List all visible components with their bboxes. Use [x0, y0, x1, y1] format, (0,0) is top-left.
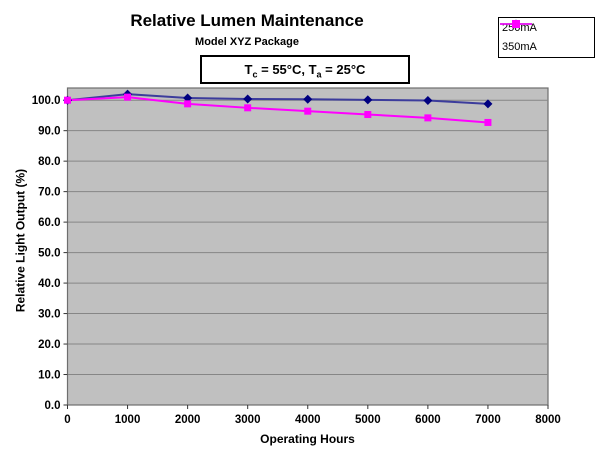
- series-line-250mA: [67, 93, 488, 105]
- data-point-250mA: [363, 95, 373, 105]
- data-point-250mA: [483, 99, 493, 109]
- x-tick-label: 1000: [115, 414, 141, 426]
- y-tick-label: 30.0: [38, 309, 60, 321]
- y-tick-label: 20.0: [38, 339, 60, 351]
- chart-subtitle: Model XYZ Package: [195, 36, 299, 48]
- data-point-350mA: [244, 104, 252, 112]
- data-point-350mA: [304, 107, 312, 115]
- legend: 250mA 350mA: [498, 17, 595, 58]
- y-tick-label: 60.0: [38, 217, 60, 229]
- data-point-250mA: [423, 95, 433, 105]
- y-tick-label: 90.0: [38, 126, 60, 138]
- legend-label: 350mA: [502, 40, 537, 53]
- x-tick-label: 4000: [295, 414, 321, 426]
- y-tick-label: 70.0: [38, 187, 60, 199]
- x-tick-label: 2000: [175, 414, 201, 426]
- x-tick-label: 5000: [355, 414, 381, 426]
- y-tick-label: 80.0: [38, 156, 60, 168]
- y-tick-label: 100.0: [32, 95, 61, 107]
- y-axis-title: Relative Light Output (%): [13, 168, 28, 313]
- x-tick-label: 0: [64, 414, 70, 426]
- data-point-350mA: [424, 114, 432, 122]
- data-point-250mA: [183, 93, 193, 103]
- y-tick-label: 40.0: [38, 278, 60, 290]
- chart-title: Relative Lumen Maintenance: [130, 11, 364, 30]
- legend-item-350mA: 350mA: [500, 20, 591, 53]
- condition-text-segment: = 55°C, T: [257, 62, 317, 77]
- data-point-250mA: [243, 94, 253, 104]
- y-tick-label: 10.0: [38, 370, 60, 382]
- condition-text-segment: T: [244, 62, 253, 77]
- plot-area: [66, 87, 549, 406]
- x-axis-title: Operating Hours: [260, 432, 355, 446]
- y-tick-label: 0.0: [45, 400, 61, 412]
- condition-text-segment: a: [316, 69, 322, 80]
- x-tick-label: 6000: [415, 414, 441, 426]
- condition-text-segment: c: [252, 69, 258, 80]
- legend-marker-icon: [500, 20, 532, 28]
- legend-label: 250mA: [502, 22, 537, 35]
- data-point-250mA: [303, 94, 313, 104]
- data-point-350mA: [184, 100, 192, 108]
- condition-text-segment: = 25°C: [321, 62, 366, 77]
- condition-annotation: Tc = 55°C, Ta = 25°C: [200, 55, 410, 84]
- series-line-350mA: [67, 96, 489, 124]
- x-tick-label: 8000: [535, 414, 561, 426]
- data-point-350mA: [124, 93, 132, 101]
- data-point-350mA: [484, 118, 492, 126]
- y-tick-label: 50.0: [38, 248, 60, 260]
- x-tick-label: 7000: [475, 414, 501, 426]
- data-point-350mA: [364, 111, 372, 119]
- x-tick-label: 3000: [235, 414, 261, 426]
- data-point-350mA: [64, 96, 71, 104]
